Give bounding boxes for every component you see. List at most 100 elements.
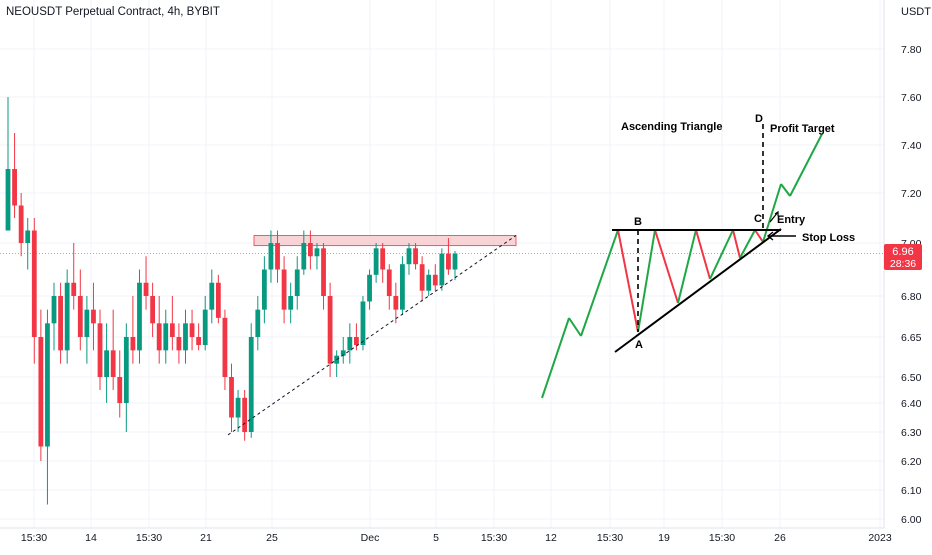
candle: [281, 256, 287, 324]
candle: [209, 269, 215, 324]
candle: [163, 309, 169, 364]
schematic-down-leg: [654, 229, 679, 304]
candle: [110, 309, 116, 390]
candle: [222, 309, 228, 390]
candle-body: [261, 269, 267, 310]
candle: [123, 323, 129, 432]
candle-body: [64, 282, 70, 351]
candle-body: [439, 253, 445, 286]
candle-body: [321, 248, 326, 296]
candle: [373, 243, 379, 283]
last-price-tag: 6.96 28:36: [884, 244, 922, 270]
y-tick-label: 6.00: [901, 514, 922, 526]
candle-body: [25, 230, 31, 243]
resistance-zone-layer: [253, 235, 517, 247]
candle-body: [202, 309, 208, 345]
schematic-up-leg: [568, 317, 582, 337]
schematic-up-leg: [780, 183, 791, 197]
candle-body: [143, 282, 149, 296]
candle-body: [209, 282, 215, 310]
candle-body: [380, 248, 386, 270]
stop-loss-label: Stop Loss: [802, 232, 855, 244]
candle-body: [275, 243, 280, 270]
candle-body: [176, 337, 182, 351]
candle-body: [156, 323, 162, 351]
x-tick-label: 19: [658, 532, 670, 544]
candle: [130, 296, 136, 364]
candle: [235, 390, 241, 432]
candle: [91, 282, 96, 351]
schematic-up-leg: [637, 229, 656, 333]
candle-body: [150, 296, 156, 324]
candle: [314, 243, 320, 270]
candle: [5, 97, 11, 231]
profit-target-label: Profit Target: [770, 123, 835, 135]
candle: [229, 363, 234, 432]
candle-body: [84, 309, 90, 337]
candle: [307, 230, 313, 270]
candle: [386, 264, 392, 310]
point-a-label: A: [635, 339, 643, 351]
point-b-label: B: [634, 216, 642, 228]
candle-body: [301, 243, 307, 270]
candle-body: [446, 253, 451, 270]
candle: [12, 133, 17, 218]
candle-body: [97, 323, 103, 377]
x-tick-label: 5: [433, 532, 439, 544]
candle: [18, 193, 24, 257]
candle-body: [169, 323, 175, 337]
y-tick-label: 7.40: [901, 140, 922, 152]
y-tick-label: 6.20: [901, 456, 922, 468]
candle: [439, 248, 445, 291]
candle: [137, 269, 142, 364]
schematic-down-leg: [754, 229, 764, 243]
candle-body: [419, 264, 425, 291]
candle: [202, 296, 208, 351]
candle-body: [117, 377, 123, 403]
candle-body: [71, 282, 77, 296]
candle-body: [413, 248, 418, 265]
candle: [97, 309, 103, 390]
candle-body: [248, 337, 254, 432]
resistance-zone: [253, 235, 517, 247]
candle-body: [400, 264, 405, 310]
candle: [255, 296, 261, 351]
candle: [327, 282, 333, 377]
y-tick-label: 7.80: [901, 44, 922, 56]
candle-body: [281, 269, 287, 310]
x-tick-label: 15:30: [21, 532, 47, 544]
candle-body: [31, 230, 37, 337]
candle-body: [104, 350, 110, 377]
candle-body: [196, 337, 202, 345]
y-tick-label: 6.50: [901, 372, 922, 384]
candle: [117, 350, 123, 418]
candle: [288, 282, 294, 324]
candle-body: [77, 296, 83, 337]
candle: [38, 309, 44, 461]
candle: [215, 274, 221, 324]
candle: [301, 230, 307, 275]
candle: [367, 269, 372, 310]
candle-body: [288, 296, 294, 310]
candle: [150, 282, 156, 337]
y-tick-label: 6.40: [901, 398, 922, 410]
candle: [268, 230, 274, 283]
candle: [104, 323, 110, 403]
axis-layer: 7.807.607.407.207.006.806.656.506.406.30…: [0, 0, 922, 544]
candle: [183, 309, 188, 364]
candle: [169, 296, 175, 351]
chart-title: NEOUSDT Perpetual Contract, 4h, BYBIT: [6, 6, 220, 18]
candle: [446, 238, 451, 275]
schematic-down-leg: [617, 229, 639, 333]
candle: [31, 218, 37, 364]
candle-body: [215, 282, 221, 318]
x-tick-label: 15:30: [597, 532, 623, 544]
entry-label: Entry: [777, 214, 806, 226]
candle-body: [307, 243, 313, 257]
y-tick-label: 6.10: [901, 485, 922, 497]
candle: [58, 282, 63, 364]
triangle-schematic: Ascending Triangle Profit Target Entry Stop…: [541, 113, 855, 399]
y-tick-label: 7.60: [901, 92, 922, 104]
candle: [413, 243, 418, 270]
